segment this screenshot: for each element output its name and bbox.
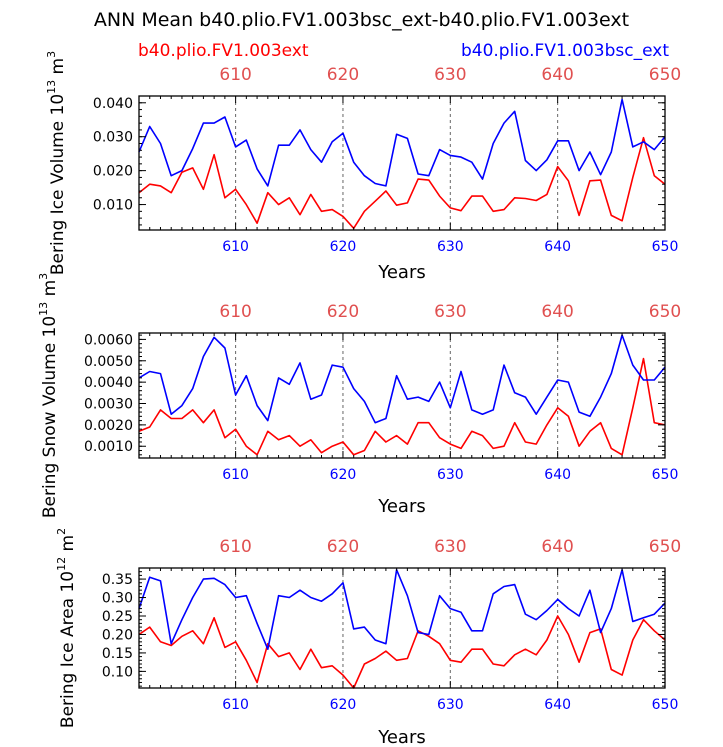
legend-blue-label: b40.plio.FV1.003bsc_ext [460,41,669,61]
x-tick-label: 630 [437,239,464,255]
x-tick-label-top: 610 [219,302,251,322]
x-tick-label-top: 630 [434,302,466,322]
y-axis-label: Bering Ice Volume 1013 m3 [45,51,68,275]
y-tick-label: 0.35 [102,572,133,588]
x-tick-label-top: 650 [649,302,681,322]
x-tick-label: 620 [330,467,357,483]
x-tick-label: 630 [437,467,464,483]
series-line-blue [138,568,666,651]
y-tick-label: 0.30 [102,591,133,607]
x-tick-label-top: 610 [219,537,251,557]
y-tick-label: 0.25 [102,609,133,625]
x-tick-label: 640 [544,467,571,483]
x-axis-label: Years [377,496,426,517]
y-tick-label: 0.0030 [84,397,133,413]
x-tick-label: 630 [437,697,464,713]
y-tick-label: 0.20 [102,627,133,643]
y-tick-label: 0.10 [102,664,133,680]
y-axis-label: Bering Snow Volume 1013 m3 [37,273,60,518]
plot-frame [138,95,666,231]
x-tick-label: 620 [330,697,357,713]
y-tick-label: 0.0040 [84,375,133,391]
x-tick-label-top: 640 [541,537,573,557]
y-tick-label: 0.0010 [84,439,133,455]
x-tick-label: 610 [222,239,249,255]
y-tick-label: 0.020 [93,164,133,180]
y-tick-label: 0.0060 [84,332,133,348]
x-tick-label-top: 650 [649,537,681,557]
x-axis-label: Years [377,727,426,747]
series-line-blue [138,98,666,187]
x-tick-label: 640 [544,697,571,713]
x-tick-label-top: 640 [541,65,573,85]
y-axis-label: Bering Ice Area 1012 m2 [55,528,78,728]
series-line-blue [138,334,666,424]
x-tick-label-top: 620 [327,65,359,85]
x-tick-label: 650 [652,697,679,713]
x-tick-label-top: 630 [434,537,466,557]
legend-red-label: b40.plio.FV1.003ext [138,41,309,61]
x-tick-label-top: 620 [327,302,359,322]
x-tick-label: 650 [652,239,679,255]
x-tick-label-top: 650 [649,65,681,85]
x-tick-label: 640 [544,239,571,255]
plot-frame [138,332,666,459]
series-line-red [138,136,666,230]
x-tick-label: 610 [222,467,249,483]
y-tick-label: 0.0020 [84,418,133,434]
y-tick-label: 0.030 [93,130,133,146]
plot-frame [138,567,666,689]
x-tick-label: 610 [222,697,249,713]
x-tick-label-top: 620 [327,537,359,557]
y-tick-label: 0.010 [93,198,133,214]
x-tick-label: 650 [652,467,679,483]
y-tick-label: 0.0050 [84,354,133,370]
x-tick-label-top: 640 [541,302,573,322]
x-tick-label-top: 610 [219,65,251,85]
series-line-red [138,357,666,456]
y-tick-label: 0.15 [102,646,133,662]
x-tick-label: 620 [330,239,357,255]
x-tick-label-top: 630 [434,65,466,85]
page-title: ANN Mean b40.plio.FV1.003bsc_ext-b40.pli… [93,9,630,31]
x-axis-label: Years [377,262,426,283]
series-line-red [138,615,666,689]
y-tick-label: 0.040 [93,96,133,112]
